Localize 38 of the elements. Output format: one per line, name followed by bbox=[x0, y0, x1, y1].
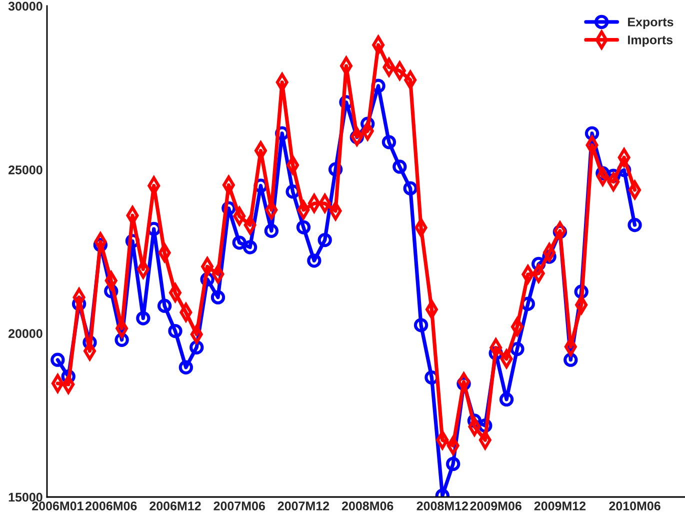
point bbox=[628, 218, 642, 232]
x-tick-label: 2010M06 bbox=[609, 501, 660, 510]
x-tick-label: 2009M06 bbox=[470, 501, 522, 510]
y-tick-label: 20000 bbox=[8, 329, 42, 338]
point bbox=[446, 456, 460, 472]
x-tick-label: 2009M12 bbox=[534, 501, 586, 510]
y-tick-label: 25000 bbox=[8, 165, 42, 174]
point bbox=[232, 236, 246, 250]
x-tick-label: 2008M12 bbox=[416, 501, 468, 510]
point bbox=[318, 232, 332, 248]
point bbox=[392, 160, 407, 174]
point bbox=[178, 360, 194, 374]
point bbox=[157, 298, 172, 313]
x-tick-label: 2006M01 bbox=[32, 501, 84, 510]
legend-label: Imports bbox=[628, 36, 673, 47]
x-tick-label: 2006M06 bbox=[85, 501, 137, 510]
y-tick-label: 30000 bbox=[8, 2, 42, 11]
point bbox=[403, 181, 418, 196]
point bbox=[264, 224, 279, 238]
point bbox=[296, 220, 311, 234]
legend-label: Exports bbox=[628, 18, 674, 29]
x-tick-label: 2007M12 bbox=[278, 501, 330, 510]
point bbox=[168, 324, 182, 338]
point bbox=[510, 342, 524, 356]
point bbox=[50, 352, 65, 367]
point bbox=[136, 311, 150, 326]
point bbox=[382, 135, 396, 150]
point bbox=[414, 318, 428, 332]
point bbox=[307, 254, 322, 268]
y-tick-label: 15000 bbox=[8, 492, 42, 502]
x-tick-label: 2008M06 bbox=[342, 501, 394, 510]
x-tick-label: 2007M06 bbox=[214, 501, 265, 510]
point bbox=[242, 240, 258, 254]
point bbox=[190, 340, 204, 354]
point bbox=[499, 392, 514, 407]
x-tick-label: 2006M12 bbox=[150, 501, 201, 510]
point bbox=[210, 290, 226, 304]
point bbox=[564, 352, 578, 367]
